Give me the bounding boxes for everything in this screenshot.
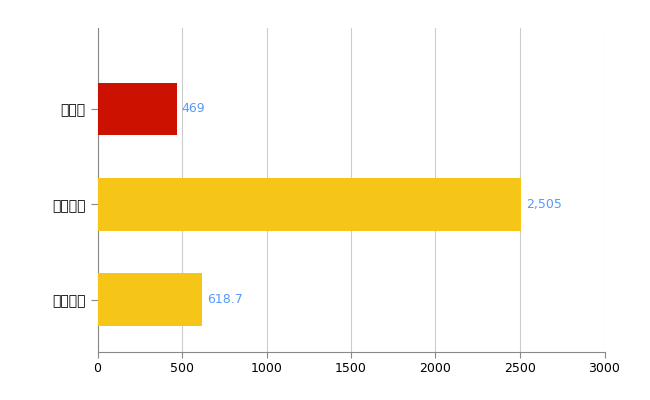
Text: 2,505: 2,505 (526, 198, 562, 211)
Bar (98, 273, 202, 326)
Bar (98, 83, 177, 135)
Text: 618.7: 618.7 (207, 293, 243, 306)
Bar (98, 178, 521, 230)
Text: 469: 469 (182, 102, 205, 116)
